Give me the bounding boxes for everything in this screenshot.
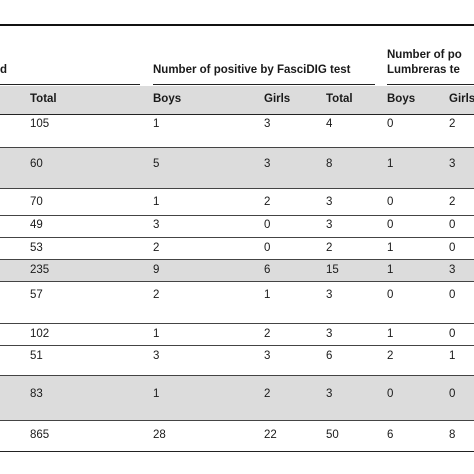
table-row-shade xyxy=(0,376,474,420)
header-bottom-rule xyxy=(0,114,474,115)
table-row-rule xyxy=(0,237,474,238)
table-cell-f-girls: 1 xyxy=(264,289,271,301)
table-cell-total: 865 xyxy=(30,429,50,441)
table-cell-f-boys: 1 xyxy=(153,196,160,208)
table-cell-l-girls: 8 xyxy=(449,429,456,441)
table-cell-l-girls: 3 xyxy=(449,264,456,276)
table-cell-f-girls: 3 xyxy=(264,118,271,130)
table-cell-f-girls: 22 xyxy=(264,429,277,441)
table-cell-l-girls: 3 xyxy=(449,158,456,170)
table-cell-f-total: 8 xyxy=(326,158,333,170)
table-cell-l-boys: 0 xyxy=(387,289,394,301)
table-cell-l-girls: 0 xyxy=(449,219,456,231)
table-cell-f-girls: 3 xyxy=(264,350,271,362)
table-cell-f-boys: 1 xyxy=(153,118,160,130)
table-cell-f-boys: 2 xyxy=(153,242,160,254)
header-col-girls: Girls xyxy=(264,93,291,105)
header-lumbreras-group-line2: Lumbreras te xyxy=(387,64,460,76)
header-col-boys-lumbreras: Boys xyxy=(387,93,416,105)
group-rule-total xyxy=(0,84,140,85)
table-row-rule xyxy=(0,323,474,324)
table-cell-f-total: 3 xyxy=(326,196,333,208)
table-cell-total: 102 xyxy=(30,328,50,340)
table-row-rule xyxy=(0,375,474,376)
table-cell-l-boys: 1 xyxy=(387,158,394,170)
header-partial-label: d xyxy=(0,64,8,76)
header-row-shade xyxy=(0,86,474,114)
table-row-shade xyxy=(0,260,474,281)
table-cell-l-boys: 0 xyxy=(387,118,394,130)
header-fascidig-group: Number of positive by FasciDIG test xyxy=(153,64,351,76)
table-cell-l-boys: 1 xyxy=(387,328,394,340)
table-cell-f-boys: 9 xyxy=(153,264,160,276)
table-cell-f-total: 6 xyxy=(326,350,333,362)
table-cell-f-girls: 2 xyxy=(264,196,271,208)
table-cell-f-girls: 0 xyxy=(264,219,271,231)
table-cell-f-total: 3 xyxy=(326,328,333,340)
table-cell-f-boys: 1 xyxy=(153,388,160,400)
table-cell-total: 57 xyxy=(30,289,43,301)
table-bottom-rule xyxy=(0,451,474,452)
table-cell-l-boys: 1 xyxy=(387,242,394,254)
header-col-boys: Boys xyxy=(153,93,182,105)
table-row-shade xyxy=(0,148,474,188)
table-cell-total: 60 xyxy=(30,158,43,170)
table-cell-l-boys: 2 xyxy=(387,350,394,362)
table-cell-f-boys: 28 xyxy=(153,429,166,441)
table-cell-f-girls: 2 xyxy=(264,388,271,400)
table-cell-l-girls: 2 xyxy=(449,118,456,130)
table-cell-l-boys: 6 xyxy=(387,429,394,441)
table-cell-total: 49 xyxy=(30,219,43,231)
table-cell-f-boys: 1 xyxy=(153,328,160,340)
table-cell-l-boys: 0 xyxy=(387,388,394,400)
table-cell-f-boys: 2 xyxy=(153,289,160,301)
table-cell-l-girls: 1 xyxy=(449,350,456,362)
table-row-rule xyxy=(0,215,474,216)
group-rule-lumbreras xyxy=(387,84,474,85)
table-top-rule xyxy=(0,24,474,26)
table-cell-f-boys: 3 xyxy=(153,350,160,362)
table-cell-total: 51 xyxy=(30,350,43,362)
table-cell-f-boys: 5 xyxy=(153,158,160,170)
table-cell-l-boys: 0 xyxy=(387,196,394,208)
table-cell-f-total: 15 xyxy=(326,264,339,276)
table-row-rule xyxy=(0,188,474,189)
header-col-total: Total xyxy=(30,93,57,105)
table-cell-l-girls: 0 xyxy=(449,289,456,301)
header-col-total-fascidig: Total xyxy=(326,93,353,105)
table-cell-total: 83 xyxy=(30,388,43,400)
table-cell-l-girls: 0 xyxy=(449,242,456,254)
table-cell-f-total: 4 xyxy=(326,118,333,130)
table-row-rule xyxy=(0,281,474,282)
table-cell-f-total: 50 xyxy=(326,429,339,441)
header-col-girls-lumbreras: Girls xyxy=(449,93,474,105)
table-cell-f-total: 3 xyxy=(326,219,333,231)
table-cell-f-total: 3 xyxy=(326,289,333,301)
group-rule-fascidig xyxy=(153,84,375,85)
table-row-rule xyxy=(0,420,474,421)
table-cell-total: 235 xyxy=(30,264,50,276)
table-cell-total: 70 xyxy=(30,196,43,208)
table-cell-l-girls: 2 xyxy=(449,196,456,208)
table-cell-f-girls: 0 xyxy=(264,242,271,254)
table-cell-f-total: 2 xyxy=(326,242,333,254)
table-cell-total: 105 xyxy=(30,118,50,130)
table-cell-total: 53 xyxy=(30,242,43,254)
table-cell-l-girls: 0 xyxy=(449,388,456,400)
table-cell-f-girls: 2 xyxy=(264,328,271,340)
table-cell-f-total: 3 xyxy=(326,388,333,400)
table-row-rule xyxy=(0,147,474,148)
table-cell-l-boys: 1 xyxy=(387,264,394,276)
table-cell-l-girls: 0 xyxy=(449,328,456,340)
table-row-rule xyxy=(0,259,474,260)
table-cell-l-boys: 0 xyxy=(387,219,394,231)
table-cell-f-boys: 3 xyxy=(153,219,160,231)
header-lumbreras-group-line1: Number of po xyxy=(387,49,462,61)
table-cell-f-girls: 6 xyxy=(264,264,271,276)
table-cell-f-girls: 3 xyxy=(264,158,271,170)
table-row-rule xyxy=(0,345,474,346)
